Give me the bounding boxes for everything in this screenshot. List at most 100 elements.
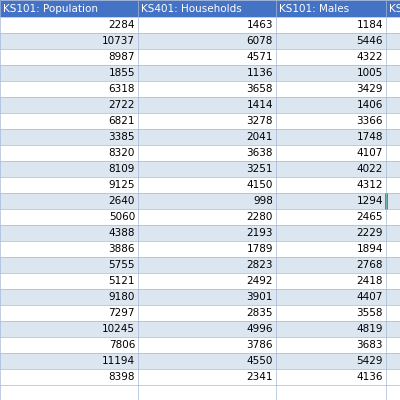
Text: 1894: 1894: [356, 244, 383, 254]
Text: 4322: 4322: [356, 52, 383, 62]
Bar: [276, 0, 386, 17]
Text: 2284: 2284: [108, 20, 135, 30]
Text: 4571: 4571: [246, 52, 273, 62]
Bar: [0, 273, 400, 289]
Text: 5446: 5446: [356, 36, 383, 46]
Bar: [0, 145, 400, 161]
Text: 9125: 9125: [108, 180, 135, 190]
Text: 4136: 4136: [356, 372, 383, 382]
Bar: [0, 289, 400, 305]
Text: 3278: 3278: [246, 116, 273, 126]
Bar: [0, 353, 400, 369]
Text: 2768: 2768: [356, 260, 383, 270]
Text: 1406: 1406: [357, 100, 383, 110]
Text: 10245: 10245: [102, 324, 135, 334]
Text: 1294: 1294: [356, 196, 383, 206]
Text: 1748: 1748: [356, 132, 383, 142]
Text: 8987: 8987: [108, 52, 135, 62]
Text: 8320: 8320: [109, 148, 135, 158]
Bar: [0, 193, 400, 209]
Text: 4819: 4819: [356, 324, 383, 334]
Bar: [0, 49, 400, 65]
Text: 2229: 2229: [356, 228, 383, 238]
Text: 10737: 10737: [102, 36, 135, 46]
Bar: [0, 369, 400, 385]
Text: 3658: 3658: [246, 84, 273, 94]
Text: 3558: 3558: [356, 308, 383, 318]
Text: 1789: 1789: [246, 244, 273, 254]
Text: 2823: 2823: [246, 260, 273, 270]
Bar: [0, 17, 400, 33]
Text: 1184: 1184: [356, 20, 383, 30]
Text: 3429: 3429: [356, 84, 383, 94]
Text: 5429: 5429: [356, 356, 383, 366]
Text: 3251: 3251: [246, 164, 273, 174]
Text: 4312: 4312: [356, 180, 383, 190]
Bar: [0, 81, 400, 97]
Bar: [0, 0, 138, 17]
Text: 3638: 3638: [246, 148, 273, 158]
Text: 8398: 8398: [108, 372, 135, 382]
Text: 2341: 2341: [246, 372, 273, 382]
Text: 2418: 2418: [356, 276, 383, 286]
Bar: [0, 161, 400, 177]
Text: 4107: 4107: [357, 148, 383, 158]
Bar: [0, 225, 400, 241]
Text: 2465: 2465: [356, 212, 383, 222]
Bar: [138, 0, 276, 17]
Text: 6318: 6318: [108, 84, 135, 94]
Bar: [0, 177, 400, 193]
Bar: [0, 113, 400, 129]
Text: 5755: 5755: [108, 260, 135, 270]
Text: 6821: 6821: [108, 116, 135, 126]
Text: 4388: 4388: [108, 228, 135, 238]
Text: KS101: Males: KS101: Males: [279, 4, 349, 14]
Bar: [0, 241, 400, 257]
Bar: [0, 337, 400, 353]
Text: 3385: 3385: [108, 132, 135, 142]
Text: 2193: 2193: [246, 228, 273, 238]
Text: 998: 998: [253, 196, 273, 206]
Text: 3786: 3786: [246, 340, 273, 350]
Bar: [0, 129, 400, 145]
Text: KS: KS: [389, 4, 400, 14]
Text: 3886: 3886: [108, 244, 135, 254]
Text: 3901: 3901: [247, 292, 273, 302]
Bar: [0, 33, 400, 49]
Bar: [0, 65, 400, 81]
Text: 3683: 3683: [356, 340, 383, 350]
Text: 11194: 11194: [102, 356, 135, 366]
Text: 1005: 1005: [357, 68, 383, 78]
Text: 1855: 1855: [108, 68, 135, 78]
Text: 2041: 2041: [247, 132, 273, 142]
Text: 2492: 2492: [246, 276, 273, 286]
Text: 4150: 4150: [247, 180, 273, 190]
Text: KS401: Households: KS401: Households: [141, 4, 242, 14]
Text: 8109: 8109: [109, 164, 135, 174]
Text: 4022: 4022: [357, 164, 383, 174]
Bar: [0, 97, 400, 113]
Text: 4407: 4407: [357, 292, 383, 302]
Text: KS101: Population: KS101: Population: [3, 4, 98, 14]
Text: 4550: 4550: [247, 356, 273, 366]
Text: 7297: 7297: [108, 308, 135, 318]
Bar: [386, 0, 400, 17]
Text: 2835: 2835: [246, 308, 273, 318]
Text: 7806: 7806: [109, 340, 135, 350]
Text: 1463: 1463: [246, 20, 273, 30]
Bar: [0, 257, 400, 273]
Text: 5060: 5060: [109, 212, 135, 222]
Bar: [0, 305, 400, 321]
Text: 9180: 9180: [109, 292, 135, 302]
Text: 2640: 2640: [109, 196, 135, 206]
Text: 3366: 3366: [356, 116, 383, 126]
Text: 2722: 2722: [108, 100, 135, 110]
Text: 6078: 6078: [247, 36, 273, 46]
Text: 1414: 1414: [246, 100, 273, 110]
Text: 2280: 2280: [247, 212, 273, 222]
Text: 1136: 1136: [246, 68, 273, 78]
Text: 4996: 4996: [246, 324, 273, 334]
Bar: [0, 321, 400, 337]
Text: 5121: 5121: [108, 276, 135, 286]
Bar: [0, 209, 400, 225]
